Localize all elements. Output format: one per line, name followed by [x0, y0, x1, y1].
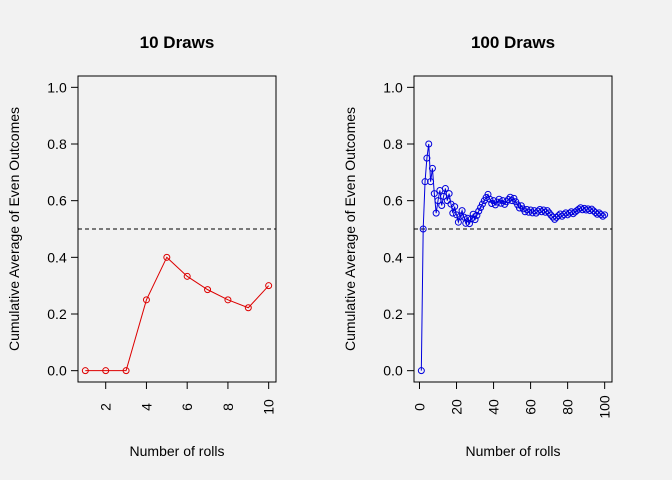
x-tick-label: 20 — [449, 399, 465, 415]
data-point — [440, 192, 448, 200]
data-point — [430, 190, 438, 198]
y-tick-label: 0.0 — [383, 363, 403, 379]
x-tick-label: 60 — [523, 399, 539, 415]
data-point — [475, 207, 483, 215]
data-point — [434, 197, 442, 205]
data-point — [471, 216, 479, 224]
data-point — [484, 190, 492, 198]
series-line — [420, 143, 605, 371]
axes: 0.0 0.2 0.4 0.6 0.8 1.0 2 4 6 8 10 — [47, 79, 276, 414]
data-point — [545, 209, 553, 217]
data-point — [438, 201, 446, 209]
x-tick-label: 2 — [98, 403, 114, 411]
data-point — [515, 204, 523, 212]
chart-title: 100 Draws — [471, 33, 555, 52]
y-tick-label: 0.2 — [47, 306, 67, 322]
data-point — [204, 286, 212, 294]
y-tick-label: 0.8 — [47, 136, 67, 152]
data-series — [414, 140, 612, 375]
data-point — [465, 220, 473, 228]
data-point — [427, 178, 435, 186]
y-tick-label: 0.8 — [383, 136, 403, 152]
x-axis-label: Number of rolls — [130, 443, 225, 459]
data-point — [102, 367, 110, 375]
data-point — [460, 213, 468, 221]
data-point — [486, 195, 494, 203]
x-axis-label: Number of rolls — [466, 443, 561, 459]
data-point — [419, 225, 427, 233]
x-tick-label: 8 — [220, 403, 236, 411]
data-point — [81, 367, 89, 375]
data-point — [417, 367, 425, 375]
data-point — [601, 211, 609, 219]
data-point — [541, 208, 549, 216]
data-point — [453, 211, 461, 219]
panel-100-draws: 100 Draws Number of rolls Cumulative Ave… — [342, 33, 613, 459]
x-tick-label: 10 — [261, 399, 277, 415]
data-point — [224, 296, 232, 304]
data-point — [510, 194, 518, 202]
x-tick-label: 40 — [486, 399, 502, 415]
data-point — [423, 154, 431, 162]
data-point — [244, 304, 252, 312]
data-point — [458, 207, 466, 215]
x-tick-label: 6 — [179, 403, 195, 411]
data-point — [183, 272, 191, 280]
data-point — [467, 215, 475, 223]
data-point — [597, 211, 605, 219]
axes: 0.0 0.2 0.4 0.6 0.8 1.0 0 20 40 60 80 100 — [383, 79, 612, 418]
y-tick-label: 0.6 — [383, 193, 403, 209]
data-point — [536, 205, 544, 213]
data-point — [425, 140, 433, 148]
series-line — [85, 256, 270, 372]
data-point — [473, 211, 481, 219]
y-tick-label: 0.4 — [47, 249, 67, 265]
data-point — [428, 164, 436, 172]
data-point — [122, 367, 130, 375]
y-tick-label: 0.4 — [383, 249, 403, 265]
data-series — [78, 228, 276, 375]
data-point — [265, 282, 273, 290]
data-point — [495, 195, 503, 203]
data-point — [478, 200, 486, 208]
x-tick-label: 80 — [560, 399, 576, 415]
data-point — [508, 197, 516, 205]
y-tick-label: 1.0 — [47, 79, 67, 95]
data-point — [441, 184, 449, 192]
data-point — [540, 206, 548, 214]
y-tick-label: 1.0 — [383, 79, 403, 95]
data-point — [477, 203, 485, 211]
data-point — [449, 209, 457, 217]
data-point — [543, 207, 551, 215]
panel-10-draws: 10 Draws Number of rolls Cumulative Aver… — [6, 33, 277, 459]
data-point — [432, 209, 440, 217]
data-point — [599, 212, 607, 220]
data-point — [163, 253, 171, 261]
x-tick-label: 4 — [138, 403, 154, 411]
data-point — [551, 215, 559, 223]
data-point — [506, 193, 514, 201]
chart-title: 10 Draws — [140, 33, 215, 52]
y-tick-label: 0.6 — [47, 193, 67, 209]
y-tick-label: 0.0 — [47, 363, 67, 379]
x-tick-label: 0 — [411, 403, 427, 411]
data-point — [142, 296, 150, 304]
data-point — [445, 190, 453, 198]
y-axis-label: Cumulative Average of Even Outcomes — [342, 107, 358, 351]
y-tick-label: 0.2 — [383, 306, 403, 322]
x-tick-label: 100 — [597, 395, 613, 419]
data-point — [451, 203, 459, 211]
y-axis-label: Cumulative Average of Even Outcomes — [6, 107, 22, 351]
